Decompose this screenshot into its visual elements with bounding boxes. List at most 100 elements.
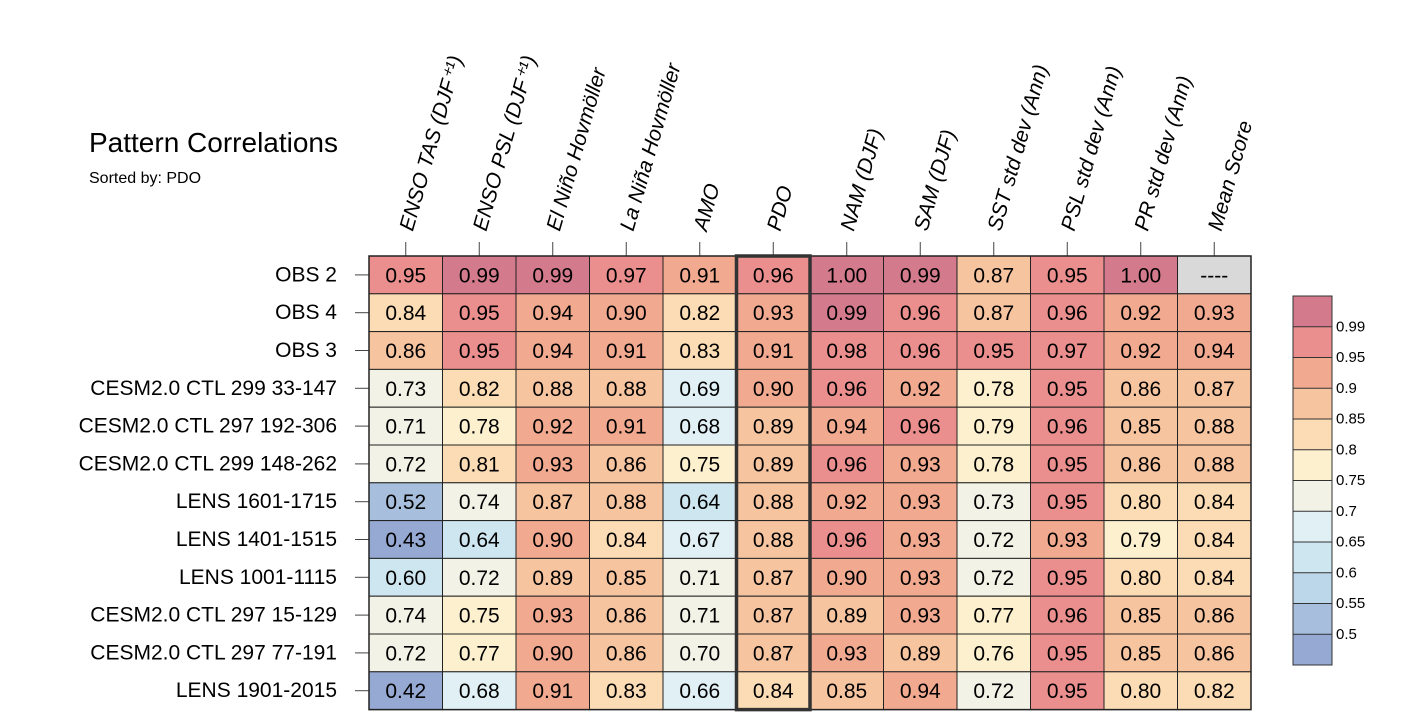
cell-value: 0.64 [679,491,720,514]
cell-value: 0.99 [826,302,867,325]
cell-value: 0.94 [1194,340,1235,363]
cell-value: 0.87 [1194,378,1235,401]
heatmap-cell [515,444,590,484]
colorbar-swatch [1293,634,1332,665]
heatmap-cell [589,595,664,635]
column-label: AMO [689,181,725,235]
heatmap-cell [442,293,517,333]
heatmap-cell [809,482,884,522]
heatmap-cell [1177,406,1252,446]
heatmap-cell [1030,331,1105,370]
cell-value: 0.93 [900,567,941,590]
cell-value: 0.89 [753,453,794,476]
colorbar-label: 0.8 [1336,441,1357,458]
colorbar-swatch [1293,511,1332,542]
cell-value: 0.88 [1194,453,1235,476]
column-label: NAM (DJF) [836,126,887,233]
heatmap-cell [1177,671,1252,711]
heatmap-cell [662,444,737,484]
heatmap-cell [589,444,664,484]
cell-value: 0.93 [1047,529,1088,552]
cell-value: 0.96 [826,378,867,401]
cell-value: 0.94 [900,680,941,703]
cell-value: 0.90 [532,642,573,665]
colorbar-swatch [1293,480,1332,512]
cell-value: 0.99 [532,264,573,287]
heatmap-cell [368,368,443,408]
column-label: PR std dev (Ann) [1130,73,1196,233]
cell-value: 0.81 [459,453,500,476]
cell-value: 0.80 [1120,680,1161,703]
heatmap-cell [662,331,737,370]
cell-value: 0.68 [679,416,720,439]
cell-value: 0.91 [606,416,647,439]
cell-value: 0.96 [1047,416,1088,439]
cell-value: 0.90 [826,567,867,590]
cell-value: 0.96 [900,340,941,363]
heatmap-cell [1103,368,1178,408]
colorbar-label: 0.55 [1336,595,1365,612]
colorbar-swatch [1293,449,1332,481]
cell-value: 0.83 [679,340,720,363]
cell-value: 0.93 [900,491,941,514]
row-label: LENS 1401-1515 [176,528,337,551]
heatmap-cell [662,482,737,522]
heatmap-cell [883,482,958,522]
cell-value: 0.82 [1194,680,1235,703]
heatmap-cell [1103,293,1178,333]
heatmap-cell [589,331,664,370]
cell-value: 0.89 [532,567,573,590]
heatmap-cells [368,255,1252,711]
heatmap-cell [662,595,737,635]
cell-value: 0.95 [1047,680,1088,703]
colorbar-swatch [1293,603,1332,635]
row-label: OBS 2 [275,263,337,286]
cell-value: 0.79 [973,416,1014,439]
cell-value: 0.85 [1120,605,1161,628]
cell-value: 0.87 [973,264,1014,287]
cell-value: 0.66 [679,680,720,703]
cell-value: 0.80 [1120,491,1161,514]
cell-value: 0.78 [459,416,500,439]
cell-value: 0.86 [606,642,647,665]
cell-value: 0.91 [532,680,573,703]
cell-value: 0.97 [1047,340,1088,363]
heatmap-cell [368,444,443,484]
cell-value: 0.88 [753,529,794,552]
heatmap-cell [736,368,811,408]
heatmap-cell [1177,255,1252,295]
row-label: CESM2.0 CTL 297 192-306 [79,415,337,438]
heatmap-cell [589,482,664,522]
cell-value: 0.95 [1047,642,1088,665]
heatmap-cell [1177,331,1252,370]
colorbar-swatch [1293,542,1332,573]
colorbar-label: 0.65 [1336,534,1365,551]
heatmap-cell [883,520,958,559]
cell-value: 0.91 [753,340,794,363]
heatmap-cell [1103,557,1178,597]
cell-value: 0.78 [973,453,1014,476]
colorbar-label: 0.95 [1336,349,1365,366]
colorbar-label: 0.75 [1336,472,1365,489]
heatmap-cell [1030,255,1105,295]
cell-value: 0.85 [606,567,647,590]
cell-values: 0.95 0.99 0.99 0.97 0.91 0.96 1.00 0.99 0.87 0.95… [385,264,1235,703]
heatmap-cell [442,406,517,446]
cell-value: 0.88 [606,378,647,401]
cell-value: 0.87 [753,642,794,665]
cell-value: 0.93 [532,453,573,476]
cell-value: 0.71 [385,416,426,439]
cell-value: 0.82 [679,302,720,325]
cell-value: 0.93 [900,529,941,552]
heatmap-cell [736,557,811,597]
highlight-layer [368,254,1252,712]
cell-value: 0.86 [385,340,426,363]
column-label: SST std dev (Ann) [983,62,1052,233]
cell-value: 0.86 [606,453,647,476]
row-label: LENS 1601-1715 [176,490,337,513]
cell-value: 0.95 [973,340,1014,363]
cell-value: 0.86 [1194,605,1235,628]
heatmap-cell [1177,444,1252,484]
heatmap-cell [515,633,590,673]
heatmap-cell [1030,520,1105,559]
